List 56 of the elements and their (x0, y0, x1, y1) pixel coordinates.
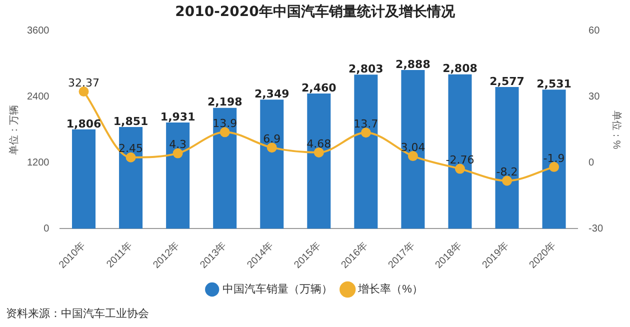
data-label: 2,198 (207, 96, 242, 109)
bar (354, 74, 378, 229)
data-label: 4.3 (169, 138, 187, 152)
data-label: -8.2 (496, 166, 518, 179)
bar (213, 108, 237, 229)
data-label: 32.37 (68, 76, 100, 90)
y2-tick-label: 30 (588, 92, 600, 103)
bar (542, 90, 566, 229)
data-label: 4.68 (306, 137, 332, 150)
data-label: 2,888 (396, 58, 430, 71)
y2-tick-label: 60 (588, 26, 600, 37)
legend-label: 增长率（%） (357, 282, 423, 296)
data-label: 2,349 (254, 87, 290, 100)
y-tick-label: 1200 (26, 157, 50, 168)
point (549, 162, 560, 172)
point (314, 147, 324, 158)
bar (495, 87, 519, 229)
bar (448, 74, 472, 229)
point (172, 148, 183, 158)
data-label: 2,531 (536, 77, 572, 90)
point (360, 128, 371, 138)
data-label: 2,460 (302, 81, 337, 94)
point (502, 176, 512, 186)
point (126, 152, 136, 162)
bar (119, 126, 143, 229)
data-label: 13.9 (212, 117, 238, 130)
point (454, 164, 465, 174)
point (266, 142, 277, 153)
data-label: 2,577 (490, 74, 524, 88)
data-label: 13.7 (354, 117, 378, 130)
y-tick-label: 0 (44, 223, 50, 234)
legend-label: 中国汽车销量（万辆） (222, 282, 333, 296)
y-tick-label: 3600 (26, 26, 50, 37)
point (408, 151, 418, 162)
y2-tick-label: 0 (588, 157, 595, 168)
data-label: 1,806 (66, 117, 102, 130)
bar (307, 93, 331, 229)
bar (72, 129, 96, 229)
data-label: 2.45 (118, 142, 144, 156)
y-axis-title: 单位：万辆 (8, 104, 20, 155)
text: 资料来源：中国汽车工业协会 (6, 306, 149, 321)
data-label: 1,931 (160, 110, 196, 124)
bar (401, 70, 425, 229)
chart-title: 2010-2020年中国汽车销量统计及增长情况 (175, 3, 456, 20)
y-tick-label: 2400 (26, 92, 50, 103)
data-label: 6.9 (263, 132, 281, 146)
bar (260, 100, 284, 229)
data-label: 2,808 (442, 62, 478, 76)
y2-axis-title: 单位：% (610, 110, 622, 150)
data-label: 1,851 (113, 114, 148, 128)
bar (166, 122, 190, 229)
y2-tick-label: -30 (588, 223, 604, 234)
point (78, 86, 89, 97)
point (220, 127, 230, 138)
data-label: 2,803 (348, 62, 384, 76)
data-label: -1.9 (543, 152, 565, 165)
